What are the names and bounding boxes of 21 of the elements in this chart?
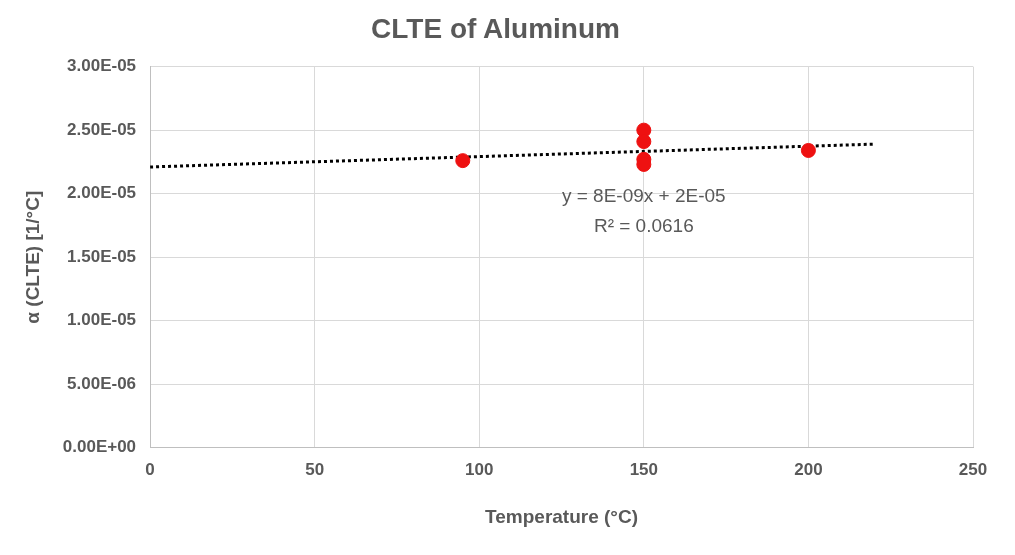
y-tick-label: 1.00E-05 xyxy=(67,310,137,330)
annotation: R² = 0.0616 xyxy=(593,214,694,236)
x-tick-label: 50 xyxy=(305,459,325,479)
x-tick-label: 150 xyxy=(629,459,659,479)
chart-title: CLTE of Aluminum xyxy=(371,12,620,44)
y-tick-label: 0.00E+00 xyxy=(62,437,137,457)
x-tick-label: 250 xyxy=(958,459,988,479)
point xyxy=(800,142,816,158)
x-tick-label: 100 xyxy=(465,459,494,479)
y-axis-title: α (CLTE) [1/°C] xyxy=(21,190,43,324)
y-tick-label: 2.00E-05 xyxy=(67,183,137,203)
y-tick-label: 1.50E-05 xyxy=(67,246,137,266)
y-tick-label: 5.00E-06 xyxy=(67,373,137,393)
point xyxy=(636,134,652,150)
x-tick-label: 200 xyxy=(794,459,823,479)
x-tick-label: 0 xyxy=(145,459,155,479)
annotation: y = 8E-09x + 2E-05 xyxy=(561,184,726,206)
point xyxy=(455,153,471,169)
y-tick-label: 2.50E-05 xyxy=(67,119,137,139)
y-tick-label: 3.00E-05 xyxy=(67,56,137,76)
x-axis-title: Temperature (°C) xyxy=(485,505,638,527)
